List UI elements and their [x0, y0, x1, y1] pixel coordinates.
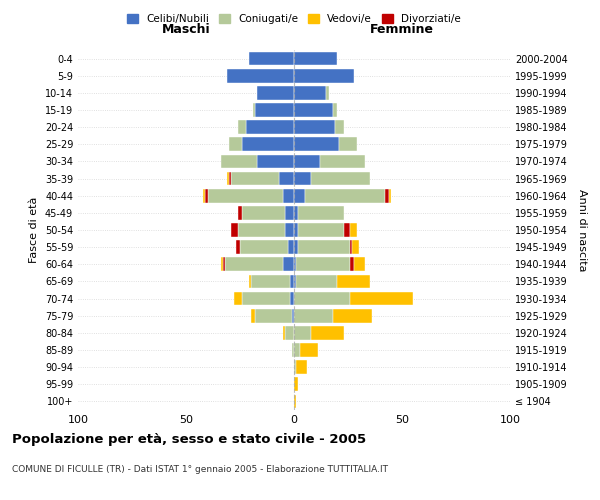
- Bar: [294, 69, 355, 82]
- Bar: [337, 274, 370, 288]
- Bar: [296, 274, 337, 288]
- Bar: [255, 309, 292, 322]
- Bar: [294, 172, 311, 185]
- Bar: [294, 189, 305, 202]
- Bar: [221, 154, 257, 168]
- Bar: [240, 240, 287, 254]
- Bar: [294, 223, 298, 237]
- Y-axis label: Fasce di età: Fasce di età: [29, 197, 39, 263]
- Bar: [296, 258, 350, 271]
- Text: COMUNE DI FICULLE (TR) - Dati ISTAT 1° gennaio 2005 - Elaborazione TUTTITALIA.IT: COMUNE DI FICULLE (TR) - Dati ISTAT 1° g…: [12, 466, 388, 474]
- Bar: [294, 52, 337, 66]
- Bar: [294, 292, 350, 306]
- Bar: [305, 189, 385, 202]
- Bar: [301, 343, 318, 357]
- Bar: [294, 360, 296, 374]
- Bar: [326, 86, 329, 100]
- Bar: [232, 172, 279, 185]
- Text: Popolazione per età, sesso e stato civile - 2005: Popolazione per età, sesso e stato civil…: [12, 432, 366, 446]
- Bar: [283, 258, 294, 271]
- Bar: [232, 223, 238, 237]
- Bar: [287, 240, 294, 254]
- Bar: [242, 292, 290, 306]
- Bar: [294, 103, 333, 117]
- Bar: [225, 258, 283, 271]
- Bar: [229, 138, 242, 151]
- Text: Maschi: Maschi: [161, 24, 211, 36]
- Bar: [279, 172, 294, 185]
- Bar: [350, 258, 355, 271]
- Bar: [298, 206, 344, 220]
- Bar: [208, 189, 283, 202]
- Bar: [233, 292, 242, 306]
- Bar: [292, 343, 294, 357]
- Bar: [253, 103, 255, 117]
- Bar: [350, 292, 413, 306]
- Bar: [248, 274, 251, 288]
- Bar: [298, 240, 350, 254]
- Bar: [350, 223, 356, 237]
- Y-axis label: Anni di nascita: Anni di nascita: [577, 188, 587, 271]
- Bar: [221, 258, 223, 271]
- Bar: [227, 172, 229, 185]
- Bar: [223, 258, 225, 271]
- Bar: [205, 189, 208, 202]
- Bar: [229, 172, 232, 185]
- Bar: [257, 86, 294, 100]
- Bar: [238, 120, 247, 134]
- Bar: [257, 154, 294, 168]
- Bar: [242, 138, 294, 151]
- Bar: [292, 309, 294, 322]
- Bar: [355, 258, 365, 271]
- Bar: [238, 223, 286, 237]
- Bar: [283, 326, 286, 340]
- Bar: [294, 86, 326, 100]
- Bar: [294, 120, 335, 134]
- Bar: [251, 309, 255, 322]
- Bar: [251, 274, 290, 288]
- Bar: [294, 378, 298, 391]
- Bar: [296, 360, 307, 374]
- Bar: [242, 206, 286, 220]
- Bar: [294, 206, 298, 220]
- Bar: [350, 240, 352, 254]
- Bar: [335, 120, 344, 134]
- Bar: [255, 103, 294, 117]
- Bar: [333, 309, 372, 322]
- Bar: [344, 223, 350, 237]
- Legend: Celibi/Nubili, Coniugati/e, Vedovi/e, Divorziati/e: Celibi/Nubili, Coniugati/e, Vedovi/e, Di…: [123, 10, 465, 29]
- Bar: [311, 326, 344, 340]
- Bar: [248, 52, 294, 66]
- Bar: [236, 240, 240, 254]
- Bar: [290, 274, 294, 288]
- Bar: [311, 172, 370, 185]
- Bar: [247, 120, 294, 134]
- Bar: [352, 240, 359, 254]
- Bar: [283, 189, 294, 202]
- Bar: [320, 154, 365, 168]
- Bar: [203, 189, 205, 202]
- Bar: [385, 189, 389, 202]
- Bar: [286, 223, 294, 237]
- Bar: [294, 343, 301, 357]
- Bar: [294, 309, 333, 322]
- Bar: [340, 138, 356, 151]
- Bar: [294, 394, 296, 408]
- Bar: [294, 240, 298, 254]
- Bar: [333, 103, 337, 117]
- Bar: [294, 138, 340, 151]
- Bar: [294, 274, 296, 288]
- Bar: [286, 206, 294, 220]
- Bar: [227, 69, 294, 82]
- Bar: [294, 326, 311, 340]
- Bar: [298, 223, 344, 237]
- Bar: [294, 258, 296, 271]
- Bar: [290, 292, 294, 306]
- Bar: [238, 206, 242, 220]
- Text: Femmine: Femmine: [370, 24, 434, 36]
- Bar: [389, 189, 391, 202]
- Bar: [294, 154, 320, 168]
- Bar: [286, 326, 294, 340]
